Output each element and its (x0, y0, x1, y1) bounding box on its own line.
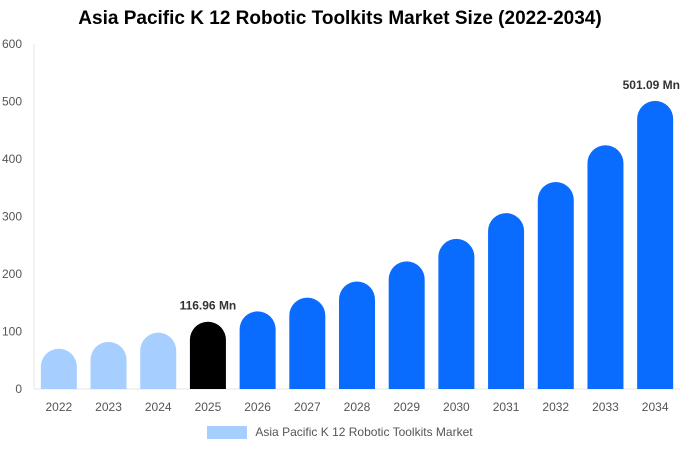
bar-2030 (438, 238, 475, 389)
x-tick-label: 2026 (244, 400, 271, 414)
bar-2022 (40, 348, 77, 389)
y-tick-label: 400 (2, 152, 22, 166)
y-tick-label: 500 (2, 95, 22, 109)
x-tick-label: 2022 (45, 400, 72, 414)
y-tick-label: 200 (2, 267, 22, 281)
bar-2032 (537, 182, 574, 389)
legend: Asia Pacific K 12 Robotic Toolkits Marke… (0, 425, 680, 439)
x-tick-label: 2033 (592, 400, 619, 414)
x-tick-label: 2025 (195, 400, 222, 414)
bar-2033 (587, 145, 624, 389)
x-tick-label: 2028 (344, 400, 371, 414)
y-tick-label: 600 (2, 37, 22, 51)
x-tick-label: 2031 (493, 400, 520, 414)
x-tick-label: 2024 (145, 400, 172, 414)
bar-2027 (289, 297, 326, 389)
x-tick-label: 2027 (294, 400, 321, 414)
chart-title: Asia Pacific K 12 Robotic Toolkits Marke… (78, 8, 602, 29)
data-label-2025: 116.96 Mn (180, 299, 237, 313)
y-tick-label: 0 (15, 382, 22, 396)
bar-2025 (189, 321, 226, 389)
x-tick-label: 2023 (95, 400, 122, 414)
bar-2024 (140, 332, 177, 389)
bar-2031 (488, 213, 525, 389)
bar-2029 (388, 261, 425, 389)
x-tick-label: 2029 (393, 400, 420, 414)
y-tick-label: 100 (2, 325, 22, 339)
bar-2023 (90, 341, 127, 389)
legend-label: Asia Pacific K 12 Robotic Toolkits Marke… (255, 425, 473, 439)
bar-2028 (339, 281, 375, 389)
x-tick-label: 2034 (642, 400, 669, 414)
legend-swatch (207, 425, 248, 439)
bar-2026 (239, 311, 276, 389)
x-tick-label: 2032 (542, 400, 569, 414)
bar-2034 (637, 100, 674, 389)
data-label-2034: 501.09 Mn (623, 78, 680, 92)
y-tick-label: 300 (2, 210, 22, 224)
x-tick-label: 2030 (443, 400, 470, 414)
